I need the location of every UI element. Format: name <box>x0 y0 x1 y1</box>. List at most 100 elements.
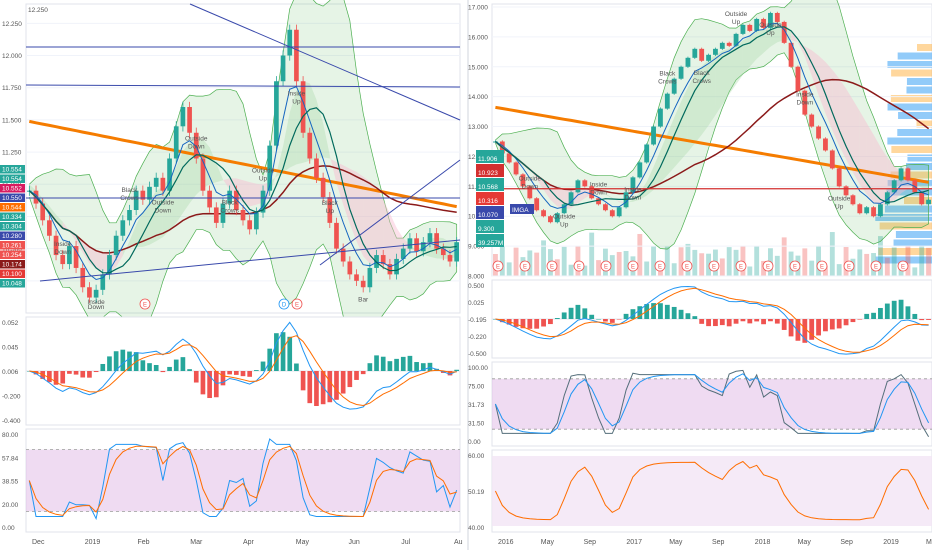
event-marker <box>600 260 612 272</box>
macd-histogram-bar <box>630 309 636 319</box>
macd-histogram-bar <box>616 319 622 320</box>
volume-bar <box>506 262 512 276</box>
price-badge <box>476 164 504 177</box>
pattern-annotation: Down <box>155 208 172 215</box>
price-badge <box>0 279 25 288</box>
pattern-annotation: Down <box>590 189 607 196</box>
candle-body <box>133 190 139 210</box>
volume-bar <box>884 257 890 276</box>
macd-histogram-bar <box>193 371 199 383</box>
candle-body <box>829 150 835 169</box>
price-badge <box>476 178 504 191</box>
price-tick-label: 11.500 <box>2 117 22 124</box>
candle-body <box>280 55 286 82</box>
event-marker <box>681 260 693 272</box>
candle-body <box>260 190 266 213</box>
macd-histogram-bar <box>623 313 629 319</box>
macd-histogram-bar <box>671 306 677 319</box>
macd-histogram-bar <box>823 319 828 332</box>
candle-body <box>307 132 313 159</box>
volume-profile-bar <box>907 154 932 162</box>
event-marker <box>546 260 558 272</box>
kumo-segment <box>598 190 606 195</box>
macd-histogram-bar <box>300 371 306 391</box>
candle-body <box>367 267 373 288</box>
pattern-annotation: Crows <box>220 208 239 215</box>
volume-bar <box>747 266 753 276</box>
candle-body <box>53 235 59 256</box>
macd-histogram-bar <box>692 316 698 319</box>
macd-histogram-bar <box>768 319 773 322</box>
kumo-segment <box>536 175 544 190</box>
pattern-annotation: Up <box>259 176 268 183</box>
time-axis-label: May <box>926 539 932 546</box>
pattern-annotation: Up <box>326 208 335 215</box>
price-badge <box>476 220 504 233</box>
kumo-segment <box>736 40 743 85</box>
oscillator-tick-label: 38.55 <box>2 479 19 486</box>
candle-body <box>575 180 581 193</box>
macd-histogram-bar <box>561 312 567 319</box>
macd-histogram-bar <box>93 371 99 373</box>
macd-histogram-bar <box>905 306 911 319</box>
macd-histogram-bar <box>140 360 146 371</box>
kumo-segment <box>914 182 922 188</box>
price-badge <box>0 231 25 240</box>
macd-histogram-bar <box>878 307 883 319</box>
pattern-annotation: Down <box>522 183 539 190</box>
macd-histogram-bar <box>200 371 206 395</box>
candle-body <box>596 198 601 205</box>
price-badge-label: 39.257M <box>478 240 503 247</box>
macd-tick-label: -0.500 <box>468 351 487 358</box>
volume-profile-bar <box>897 52 932 60</box>
macd-histogram-bar <box>802 319 808 343</box>
candle-body <box>809 114 815 127</box>
event-marker-label: E <box>847 265 851 271</box>
price-badge-label: 10.316 <box>478 198 498 205</box>
candle-body <box>850 195 856 205</box>
volume-profile-bar <box>903 197 932 204</box>
candle-body <box>836 168 842 187</box>
time-axis-label: 2016 <box>498 539 514 546</box>
kumo-segment <box>369 181 377 265</box>
candle-body <box>795 66 801 91</box>
volume-bar <box>774 255 780 276</box>
candle-body <box>589 186 595 199</box>
price-badge <box>0 212 25 221</box>
event-marker-label: E <box>631 265 635 271</box>
candle-body <box>447 255 453 262</box>
volume-profile-bar <box>890 171 932 179</box>
candle-body <box>287 29 293 56</box>
kumo-segment <box>674 101 682 168</box>
price-badge <box>0 269 25 278</box>
candle-body <box>644 144 650 163</box>
kumo-segment <box>289 90 297 168</box>
price-badge-label: 10.334 <box>2 214 22 221</box>
price-badge-label: 10.554 <box>2 167 22 174</box>
macd-histogram-bar <box>127 351 132 371</box>
oscillator-tick-label: 100.00 <box>468 365 488 372</box>
price-axis-top: 12.250 <box>28 7 48 14</box>
kumo-segment <box>323 123 330 159</box>
macd-histogram-bar <box>926 319 931 320</box>
macd-histogram-bar <box>160 371 166 373</box>
volume-bar <box>905 246 911 276</box>
candle-body <box>200 158 206 191</box>
volume-bar <box>891 247 897 276</box>
price-badge <box>0 184 25 193</box>
event-marker-label: E <box>793 265 797 271</box>
candle-body <box>527 186 533 199</box>
kumo-segment <box>722 48 730 105</box>
kumo-segment <box>223 178 230 190</box>
kumo-segment <box>605 193 613 199</box>
candle-body <box>768 12 773 28</box>
price-badge-label: 10.070 <box>478 212 498 219</box>
candle-body <box>754 18 760 31</box>
candle-body <box>891 180 897 193</box>
candle-body <box>926 199 931 205</box>
event-marker <box>708 260 720 272</box>
price-badge <box>0 203 25 212</box>
candle-body <box>781 21 787 43</box>
macd-tick-label: -0.400 <box>2 418 21 425</box>
